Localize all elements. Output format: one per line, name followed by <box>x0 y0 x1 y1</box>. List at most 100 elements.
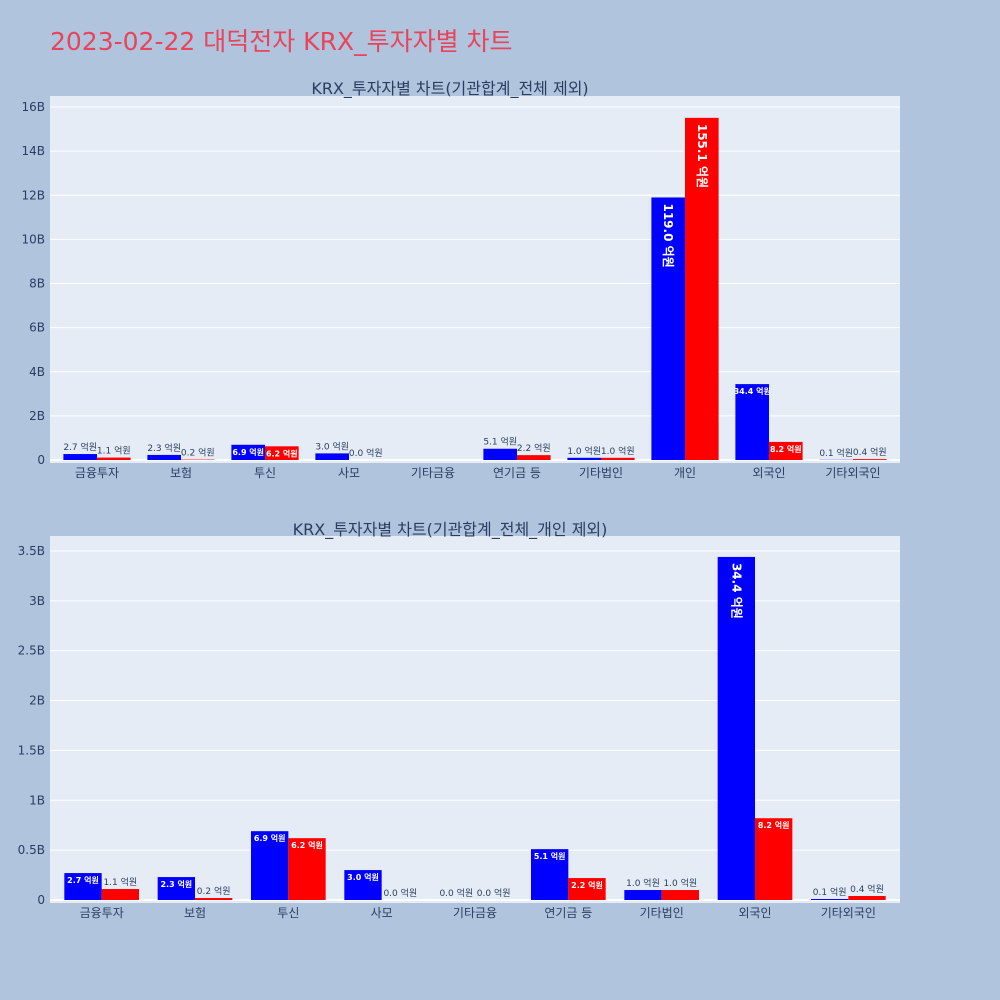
y-tick-label: 10B <box>21 232 45 246</box>
y-tick-label: 3B <box>29 594 45 608</box>
y-tick-label: 2.5B <box>18 644 45 658</box>
bar <box>661 890 699 900</box>
x-tick-label: 사모 <box>371 906 393 920</box>
data-label: 0.4 억원 <box>850 883 884 895</box>
bar <box>811 899 849 900</box>
y-tick-label: 14B <box>21 144 45 158</box>
bar <box>251 831 289 900</box>
y-tick-label: 6B <box>29 321 45 335</box>
bar <box>769 441 803 460</box>
data-label: 1.0 억원 <box>626 877 660 889</box>
y-tick-label: 4B <box>29 365 45 379</box>
y-tick-label: 0 <box>37 453 45 467</box>
bar <box>601 457 635 460</box>
bar <box>624 890 662 900</box>
data-label: 0.1 억원 <box>813 886 847 898</box>
data-label: 3.0 억원 <box>347 872 379 882</box>
data-label: 0.0 억원 <box>383 887 417 899</box>
x-tick-label: 기타금융 <box>453 906 497 920</box>
data-label: 2.7 억원 <box>63 441 97 453</box>
data-label: 1.0 억원 <box>601 445 635 457</box>
y-tick-label: 0 <box>37 893 45 907</box>
y-tick-label: 8B <box>29 277 45 291</box>
data-label: 6.9 억원 <box>254 833 286 843</box>
bar <box>315 453 349 460</box>
data-label: 0.0 억원 <box>349 447 383 459</box>
bar <box>483 448 517 460</box>
subplot-title: KRX_투자자별 차트(기관합계_전체 제외) <box>311 79 588 99</box>
data-label: 2.2 억원 <box>517 442 551 454</box>
x-tick-label: 투신 <box>277 906 299 920</box>
chart-top: 0 2B 4B 6B 8B 10B 12B 14B 16B KRX_투자자별 차트(기관합계_전체… <box>21 79 900 480</box>
data-label: 2.7 억원 <box>67 875 99 885</box>
bar <box>568 878 606 900</box>
data-label: 0.2 억원 <box>197 885 231 897</box>
x-tick-label: 개인 <box>674 466 696 480</box>
x-tick-label: 기타법인 <box>640 906 684 920</box>
bar <box>157 877 195 900</box>
y-tick-label: 16B <box>21 100 45 114</box>
data-label: 2.3 억원 <box>160 879 192 889</box>
y-tick-label: 2B <box>29 694 45 708</box>
x-tick-label: 외국인 <box>752 466 785 480</box>
x-tick-label: 사모 <box>338 466 360 480</box>
data-label: 1.1 억원 <box>103 876 137 888</box>
y-tick-label: 1.5B <box>18 743 45 757</box>
x-tick-label: 기타외국인 <box>821 906 876 920</box>
bar <box>853 459 887 460</box>
bar <box>651 197 685 460</box>
bar <box>195 898 233 900</box>
data-label: 2.2 억원 <box>571 880 603 890</box>
x-tick-label: 기타외국인 <box>825 466 880 480</box>
data-label: 5.1 억원 <box>534 851 566 861</box>
data-label: 0.1 억원 <box>819 447 853 459</box>
data-label: 0.2 억원 <box>181 447 215 459</box>
data-label: 0.4 억원 <box>853 446 887 458</box>
data-label: 1.0 억원 <box>567 445 601 457</box>
data-label: 6.2 억원 <box>291 840 323 850</box>
x-tick-label: 보험 <box>184 906 206 920</box>
x-tick-label: 금융투자 <box>80 906 124 920</box>
subplot-title: KRX_투자자별 차트(기관합계_전체_개인 제외) <box>293 520 608 540</box>
page-title: 2023-02-22 대덕전자 KRX_투자자별 차트 <box>50 27 513 56</box>
y-tick-label: 1B <box>29 793 45 807</box>
x-tick-label: 금융투자 <box>75 466 119 480</box>
bar <box>97 457 131 460</box>
bar <box>531 849 569 900</box>
y-tick-label: 2B <box>29 409 45 423</box>
data-label: 1.0 억원 <box>663 877 697 889</box>
bar <box>64 873 102 900</box>
y-tick-label: 0.5B <box>18 843 45 857</box>
x-tick-label: 투신 <box>254 466 276 480</box>
bar <box>265 446 299 460</box>
bar <box>735 384 769 460</box>
bar <box>848 896 886 900</box>
data-label: 6.2 억원 <box>266 448 298 458</box>
bar <box>344 870 382 900</box>
y-tick-label: 3.5B <box>18 544 45 558</box>
data-label: 5.1 억원 <box>483 436 517 448</box>
data-label: 0.0 억원 <box>439 887 473 899</box>
x-tick-label: 기타법인 <box>579 466 623 480</box>
bar <box>517 455 551 460</box>
data-label: 34.4 억원 <box>729 563 743 619</box>
bar <box>717 556 755 900</box>
data-label: 8.2 억원 <box>770 444 802 454</box>
data-label: 0.0 억원 <box>477 887 511 899</box>
x-tick-label: 연기금 등 <box>493 466 541 480</box>
data-label: 3.0 억원 <box>315 440 349 452</box>
bar <box>685 117 719 460</box>
bar <box>567 457 601 460</box>
x-tick-label: 외국인 <box>738 906 771 920</box>
data-label: 6.9 억원 <box>232 447 264 457</box>
bar <box>101 889 139 900</box>
data-label: 119.0 억원 <box>661 203 675 267</box>
data-label: 8.2 억원 <box>758 820 790 830</box>
x-tick-label: 연기금 등 <box>544 906 592 920</box>
data-label: 1.1 억원 <box>97 445 131 457</box>
bar <box>63 454 97 460</box>
x-tick-label: 보험 <box>170 466 192 480</box>
bar <box>231 444 265 460</box>
bar <box>755 818 793 900</box>
